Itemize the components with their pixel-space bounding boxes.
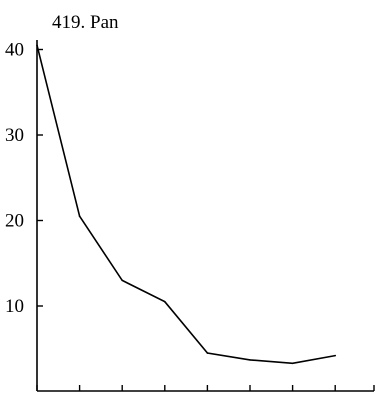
x-axis	[36, 385, 375, 392]
chart-title: 419. Pan	[52, 12, 119, 33]
y-tick-label: 10	[5, 296, 24, 317]
data-point	[249, 359, 251, 361]
series-layer	[36, 44, 337, 365]
data-point	[291, 362, 294, 365]
y-tick-label: 30	[5, 125, 24, 146]
data-point	[36, 44, 38, 47]
series-line	[36, 45, 336, 365]
y-axis: 10 20 30 40	[5, 40, 43, 391]
data-point	[78, 215, 81, 218]
data-point	[206, 352, 209, 354]
y-tick-label: 40	[5, 40, 24, 61]
y-tick-label: 20	[5, 211, 24, 232]
data-point	[121, 279, 123, 282]
data-point	[334, 354, 337, 357]
data-point	[164, 300, 166, 303]
